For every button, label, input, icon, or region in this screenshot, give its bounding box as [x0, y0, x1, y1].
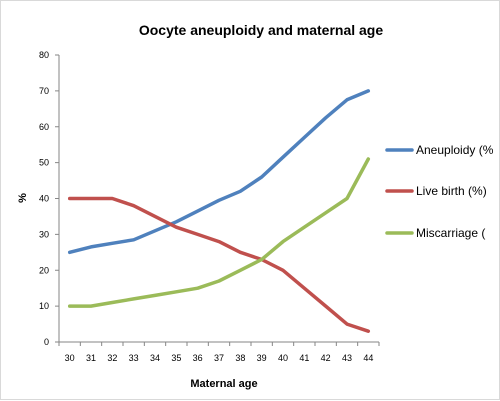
x-tick-label: 44: [363, 353, 373, 363]
x-tick-label: 39: [257, 353, 267, 363]
legend-label: Aneuploidy (%: [416, 143, 494, 157]
legend-label: Live birth (%): [416, 184, 487, 198]
y-tick-label: 10: [39, 301, 49, 311]
x-tick-label: 40: [278, 353, 288, 363]
y-tick-label: 0: [44, 337, 49, 347]
y-tick-label: 30: [39, 229, 49, 239]
series-line: [67, 89, 371, 255]
x-tick-label: 36: [193, 353, 203, 363]
y-tick-label: 20: [39, 265, 49, 275]
y-tick-label: 70: [39, 86, 49, 96]
y-tick-label: 80: [39, 50, 49, 60]
series-group: [67, 89, 371, 333]
y-tick-label: 40: [39, 194, 49, 204]
x-tick-label: 38: [235, 353, 245, 363]
x-tick-label: 32: [107, 353, 117, 363]
x-tick-label: 35: [171, 353, 181, 363]
x-axis-label: Maternal age: [190, 378, 257, 390]
x-tick-label: 37: [214, 353, 224, 363]
x-tick-label: 41: [299, 353, 309, 363]
legend: Aneuploidy (% Live birth (%) Miscarriage (: [385, 143, 494, 240]
x-tick-label: 42: [321, 353, 331, 363]
x-tick-label: 33: [129, 353, 139, 363]
chart-title: Oocyte aneuploidy and maternal age: [139, 22, 384, 38]
x-tick-label: 43: [342, 353, 352, 363]
series-line: [67, 157, 371, 308]
y-axis-label: %: [17, 193, 29, 203]
x-tick-label: 30: [65, 353, 75, 363]
x-tick-label: 31: [86, 353, 96, 363]
series-line: [67, 196, 371, 333]
x-tick-label: 34: [150, 353, 160, 363]
axes: 0 10 20 30 40 50 60 70 80 30 31 32 33 34 35 36 37 38 39 40 4…: [39, 50, 380, 363]
y-tick-label: 50: [39, 158, 49, 168]
y-tick-label: 60: [39, 122, 49, 132]
legend-label: Miscarriage (: [416, 226, 485, 240]
